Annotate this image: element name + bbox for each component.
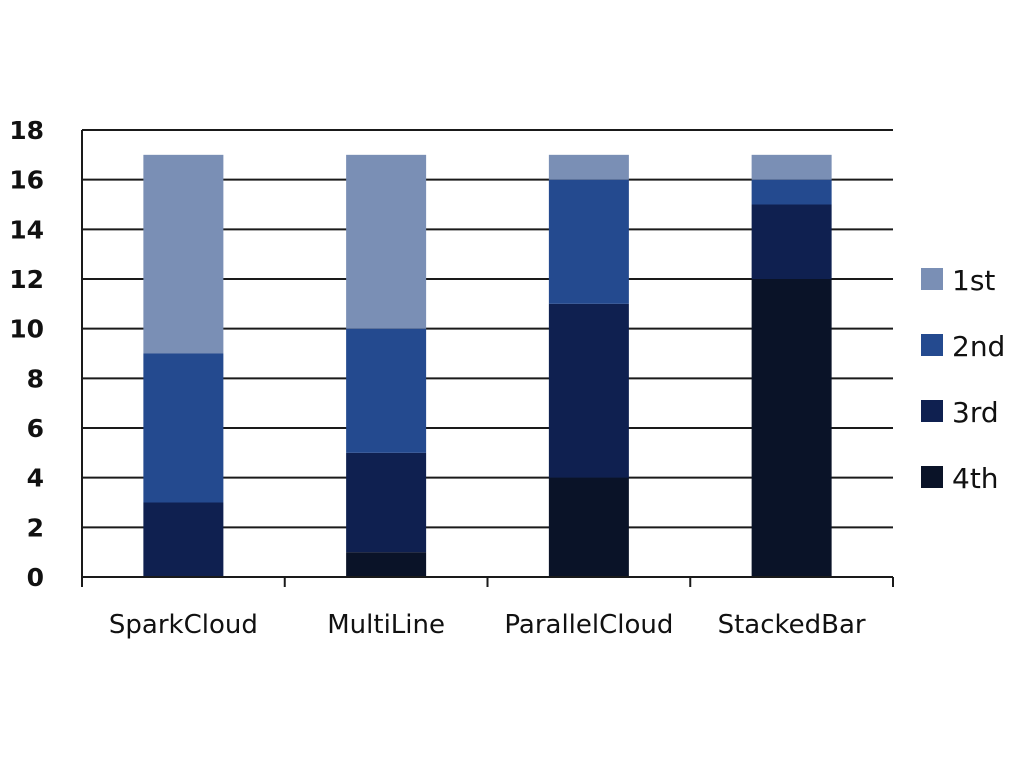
bar-segment-multiline-2nd (346, 328, 427, 453)
legend-swatch-2nd (921, 334, 943, 356)
legend-label-4th: 4th (952, 462, 999, 495)
legend-label-1st: 1st (952, 264, 995, 297)
bar-segment-stackedbar-1st (751, 154, 832, 180)
bar-segment-multiline-3rd (346, 452, 427, 553)
bar-segment-multiline-1st (346, 154, 427, 329)
legend-swatch-4th (921, 466, 943, 488)
bar-segment-parallelcloud-1st (548, 154, 629, 180)
y-tick-label: 14 (9, 215, 44, 244)
legend-swatch-1st (921, 268, 943, 290)
bar-segment-multiline-4th (346, 552, 427, 577)
bar-segment-sparkcloud-3rd (143, 502, 224, 577)
x-tick-label: StackedBar (718, 610, 866, 640)
bars (143, 154, 832, 577)
y-tick-label: 0 (27, 563, 44, 592)
y-tick-label: 4 (27, 464, 44, 493)
y-tick-label: 16 (9, 166, 44, 195)
bar-segment-parallelcloud-4th (548, 477, 629, 577)
bar-segment-sparkcloud-2nd (143, 353, 224, 503)
x-tick-label: SparkCloud (109, 610, 258, 640)
legend-swatch-3rd (921, 400, 943, 422)
y-tick-label: 8 (27, 364, 44, 393)
bar-segment-stackedbar-4th (751, 279, 832, 577)
y-tick-labels: 0 2 4 6 8 10 12 14 16 18 (9, 116, 44, 592)
y-tick-label: 12 (9, 265, 44, 294)
bar-segment-parallelcloud-3rd (548, 303, 629, 478)
legend-label-2nd: 2nd (952, 330, 1005, 363)
x-tick-labels: SparkCloud MultiLine ParallelCloud StackedB… (109, 610, 866, 640)
bar-segment-stackedbar-3rd (751, 204, 832, 279)
x-tick-label: ParallelCloud (504, 610, 673, 640)
y-tick-label: 10 (9, 315, 44, 344)
y-tick-label: 18 (9, 116, 44, 145)
bar-segment-sparkcloud-1st (143, 154, 224, 354)
axes (81, 130, 894, 587)
bar-segment-stackedbar-2nd (751, 179, 832, 205)
legend: 1st 2nd 3rd 4th (921, 264, 1005, 495)
legend-label-3rd: 3rd (952, 396, 999, 429)
y-tick-label: 2 (27, 513, 44, 542)
bar-segment-parallelcloud-2nd (548, 179, 629, 304)
x-tick-label: MultiLine (327, 610, 445, 640)
y-tick-label: 6 (27, 414, 44, 443)
